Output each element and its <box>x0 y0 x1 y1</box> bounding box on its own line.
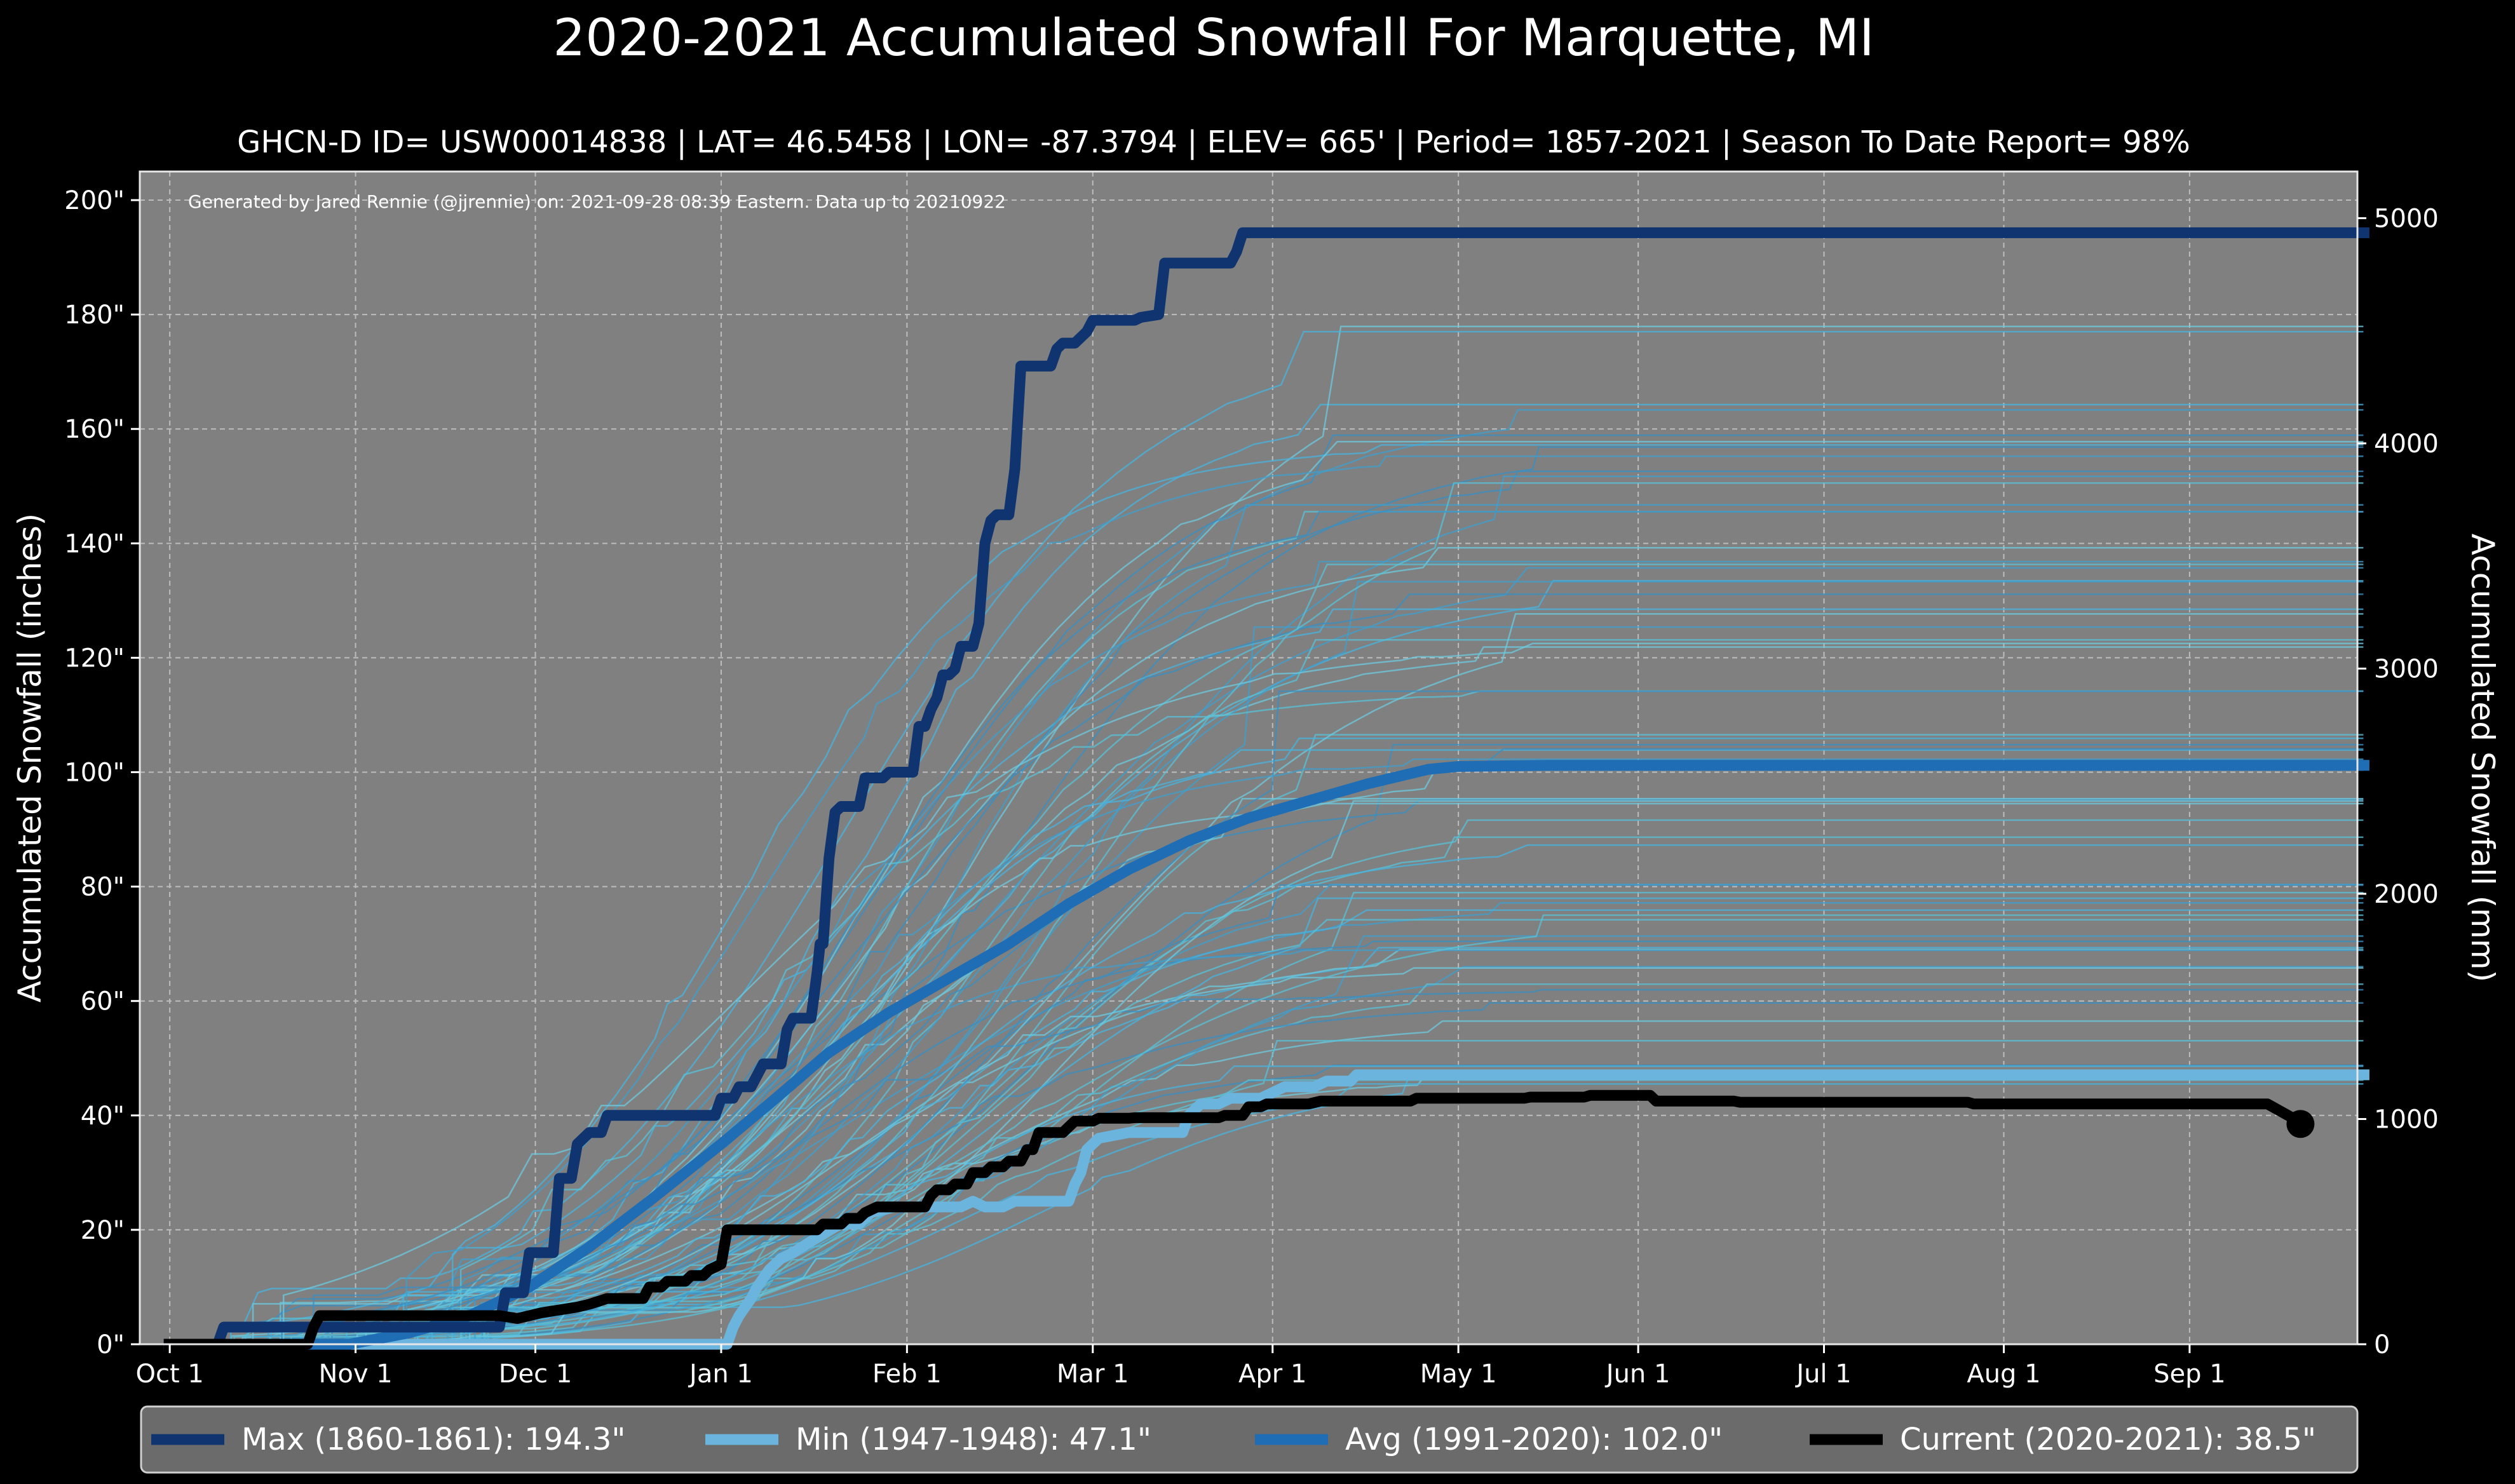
y-tick-label: 60" <box>81 987 125 1016</box>
y-tick-label: 120" <box>64 644 125 673</box>
legend-label-current: Current (2020-2021): 38.5" <box>1900 1422 2316 1457</box>
y-tick-label: 20" <box>81 1216 125 1245</box>
y-axis-inches: 0" 20" 40" 60" 80" 100" 120" 140" 160" 180" 200" <box>64 186 140 1359</box>
current-end-marker <box>2286 1110 2315 1138</box>
x-tick-label: Jun 1 <box>1604 1359 1671 1389</box>
x-tick-label: Apr 1 <box>1238 1359 1306 1389</box>
historical-season-line <box>163 560 2364 1346</box>
legend-label-avg: Avg (1991-2020): 102.0" <box>1345 1422 1723 1457</box>
historical-season-line <box>163 475 2364 1346</box>
historical-season-line <box>163 608 2364 1346</box>
historical-season-line <box>163 441 2364 1346</box>
y-tick-label: 180" <box>64 300 125 330</box>
series-line-min <box>163 1069 2369 1350</box>
historical-season-line <box>163 408 2364 1346</box>
series-line-max <box>163 227 2369 1350</box>
y-axis-label: Accumulated Snowfall (inches) <box>11 513 48 1002</box>
x-tick-label: Aug 1 <box>1967 1359 2040 1389</box>
y-tick-label: 200" <box>64 186 125 215</box>
plot-area: Generated by Jared Rennie (@jjrennie) on… <box>139 170 2369 1350</box>
x-tick-label: Sep 1 <box>2153 1359 2226 1389</box>
y-tick-label: 80" <box>81 873 125 902</box>
chart-subtitle: GHCN-D ID= USW00014838 | LAT= 46.5458 | … <box>237 125 2190 160</box>
x-tick-label: Dec 1 <box>499 1359 573 1389</box>
x-axis: Oct 1 Nov 1 Dec 1 Jan 1 Feb 1 Mar 1 Apr 1 May 1… <box>135 1344 2226 1389</box>
y2-tick-label: 5000 <box>2374 204 2439 233</box>
legend: Max (1860-1861): 194.3" Min (1947-1948): … <box>140 1405 2359 1474</box>
historical-season-line <box>163 802 2364 1346</box>
historical-season-line <box>163 642 2364 1346</box>
historical-season-line <box>163 940 2364 1346</box>
historical-season-line <box>163 988 2364 1346</box>
y-tick-label: 100" <box>64 759 125 788</box>
historical-season-line <box>163 690 2364 1346</box>
x-tick-label: May 1 <box>1420 1359 1497 1389</box>
y-tick-label: 140" <box>64 529 125 558</box>
y2-tick-label: 3000 <box>2374 654 2439 684</box>
y2-tick-label: 0 <box>2374 1330 2390 1359</box>
historical-season-line <box>163 593 2364 1346</box>
y2-axis-label: Accumulated Snowfall (mm) <box>2464 534 2501 982</box>
historical-seasons <box>163 325 2364 1346</box>
historical-season-line <box>163 819 2364 1346</box>
historical-season-line <box>163 967 2364 1346</box>
plot-frame <box>139 170 2359 1346</box>
historical-season-line <box>163 330 2364 1346</box>
y-tick-label: 0" <box>97 1330 125 1359</box>
historical-season-line <box>163 844 2364 1346</box>
y2-tick-label: 2000 <box>2374 880 2439 909</box>
y-axis-mm: 0 1000 2000 3000 4000 5000 <box>2357 204 2439 1359</box>
x-tick-label: Nov 1 <box>318 1359 392 1389</box>
x-tick-label: Mar 1 <box>1057 1359 1129 1389</box>
historical-season-line <box>163 897 2364 1346</box>
series-line-current <box>163 1089 2307 1350</box>
x-tick-label: Jul 1 <box>1794 1359 1851 1389</box>
y2-tick-label: 4000 <box>2374 429 2439 459</box>
x-tick-label: Feb 1 <box>872 1359 942 1389</box>
y-tick-label: 160" <box>64 415 125 444</box>
x-tick-label: Jan 1 <box>688 1359 753 1389</box>
legend-box <box>140 1405 2359 1474</box>
chart-title: 2020-2021 Accumulated Snowfall For Marqu… <box>553 8 1874 67</box>
series-lines <box>163 227 2369 1350</box>
y2-tick-label: 1000 <box>2374 1105 2439 1134</box>
historical-season-line <box>163 800 2364 1346</box>
legend-label-max: Max (1860-1861): 194.3" <box>241 1422 626 1457</box>
x-tick-label: Oct 1 <box>135 1359 203 1389</box>
historical-season-line <box>163 1064 2364 1346</box>
plot-background <box>140 172 2357 1344</box>
y-tick-label: 40" <box>81 1102 125 1131</box>
legend-label-min: Min (1947-1948): 47.1" <box>796 1422 1151 1457</box>
credit-text: Generated by Jared Rennie (@jjrennie) on… <box>188 191 1006 212</box>
historical-season-line <box>163 511 2364 1346</box>
